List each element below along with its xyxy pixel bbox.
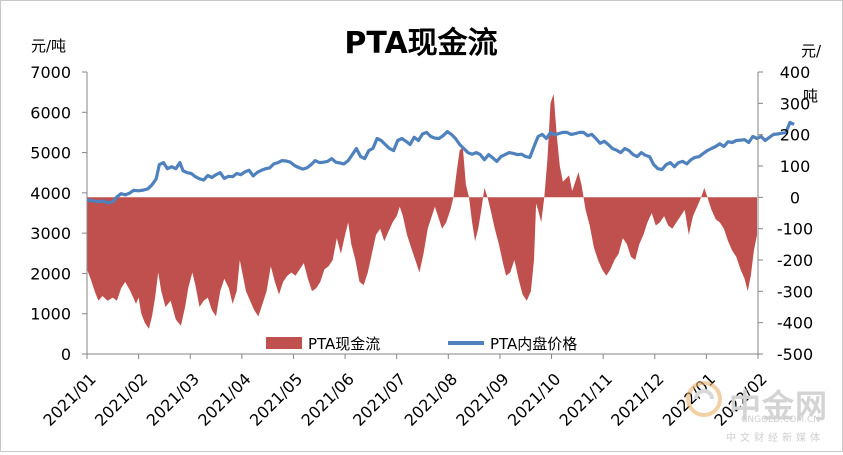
y-left-tick-labels: 0 1000 2000 3000 4000 5000 6000 7000 <box>30 63 71 364</box>
y-left-tick-label: 1000 <box>30 305 71 324</box>
watermark-brand: 中金网 <box>728 387 828 425</box>
y-left-unit: 元/吨 <box>31 37 66 55</box>
x-tick-label: 2021/02 <box>91 369 151 429</box>
watermark-domain: CNGOLD.COM.CN <box>741 415 820 425</box>
y-right-tick-label: -100 <box>777 220 813 239</box>
x-tick-label: 2021/03 <box>143 369 203 429</box>
cngold-logo-icon <box>686 381 722 417</box>
y-right-tick-label: -300 <box>777 282 813 301</box>
legend-label-price: PTA内盘价格 <box>490 335 577 353</box>
x-tick-label: 2021/09 <box>452 369 512 429</box>
y-right-tick-label: -400 <box>777 314 813 333</box>
x-tick-label: 2021/12 <box>607 369 667 429</box>
y-right-tick-label: -500 <box>777 345 813 364</box>
x-tick-label: 2021/04 <box>194 369 254 429</box>
x-tick-label: 2021/11 <box>556 369 616 429</box>
legend-label-cashflow: PTA现金流 <box>308 335 380 353</box>
price-line <box>86 120 795 205</box>
y-left-tick-label: 5000 <box>30 144 71 163</box>
axes <box>82 71 763 359</box>
y-right-tick-labels: -500 -400 -300 -200 -100 0 100 200 300 400 <box>777 63 813 364</box>
y-left-tick-label: 6000 <box>30 103 71 122</box>
x-tick-label: 2021/07 <box>349 369 409 429</box>
y-right-tick-label: 0 <box>790 188 800 207</box>
y-left-tick-label: 2000 <box>30 264 71 283</box>
watermark-tagline: 中文财经新媒体 <box>726 433 824 444</box>
x-tick-label: 2021/06 <box>297 369 357 429</box>
y-right-tick-label: 300 <box>780 94 811 113</box>
y-left-tick-label: 4000 <box>30 184 71 203</box>
x-tick-label: 2021/01 <box>39 369 99 429</box>
y-right-tick-label: 400 <box>780 63 811 82</box>
x-tick-label: 2021/05 <box>246 369 306 429</box>
legend: PTA现金流 PTA内盘价格 <box>266 335 577 353</box>
chart-title: PTA现金流 <box>344 26 497 61</box>
y-right-unit-bottom: 吨 <box>803 87 818 105</box>
y-left-tick-label: 7000 <box>30 63 71 82</box>
y-left-tick-label: 0 <box>61 345 71 364</box>
y-right-tick-label: 200 <box>780 126 811 145</box>
y-right-tick-label: 100 <box>780 157 811 176</box>
x-tick-labels: 2021/012021/022021/032021/042021/052021/… <box>39 369 770 429</box>
price-line-layer <box>86 120 795 205</box>
x-tick-label: 2021/10 <box>504 369 564 429</box>
legend-swatch-cashflow <box>266 337 302 349</box>
cashflow-area <box>87 93 757 329</box>
y-right-unit-top: 元/ <box>801 42 822 60</box>
y-left-tick-label: 3000 <box>30 224 71 243</box>
x-tick-label: 2021/08 <box>401 369 461 429</box>
cashflow-area-layer <box>87 93 757 329</box>
y-right-tick-label: -200 <box>777 251 813 270</box>
